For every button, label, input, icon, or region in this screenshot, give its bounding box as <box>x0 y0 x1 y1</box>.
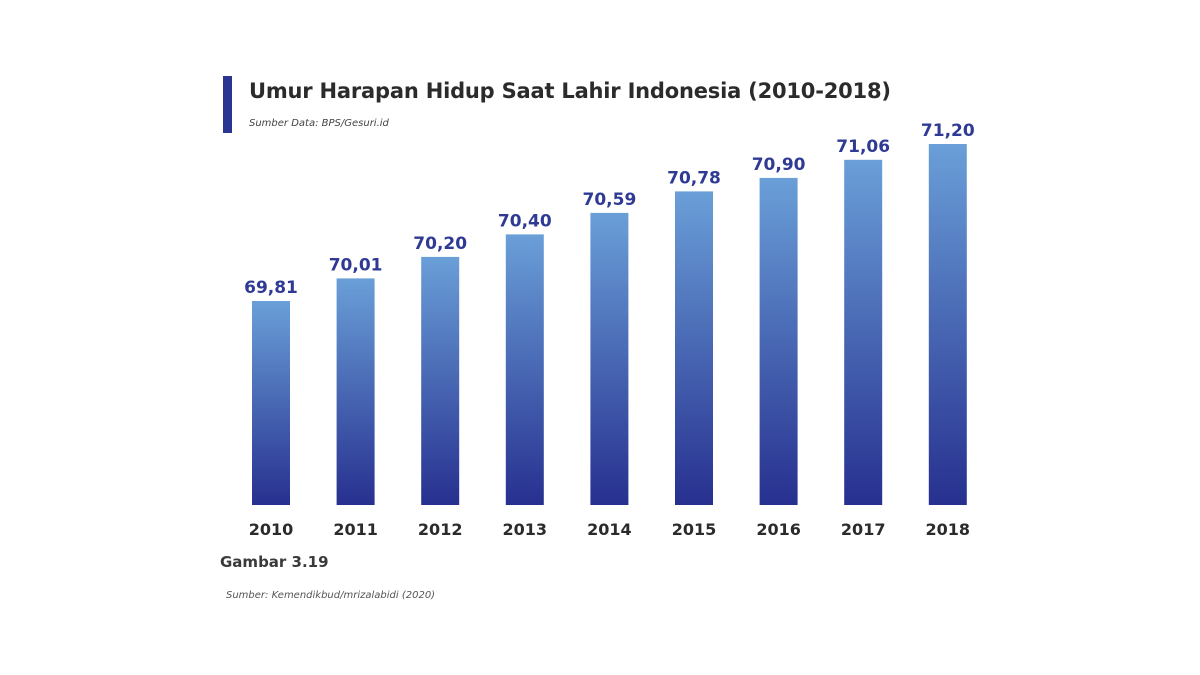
bar-2016 <box>759 177 798 505</box>
bar-2011 <box>336 278 375 505</box>
x-tick-label-2018: 2018 <box>926 520 971 539</box>
bar-2014 <box>590 212 629 505</box>
figure-label: Gambar 3.19 <box>220 553 329 571</box>
x-tick-label-2012: 2012 <box>418 520 463 539</box>
value-label-2013: 70,40 <box>498 211 552 231</box>
value-label-2012: 70,20 <box>413 234 467 254</box>
value-label-2014: 70,59 <box>583 190 637 210</box>
value-labels-group: 69,81 70,01 70,20 70,40 70,59 70,78 70,90 71,06… <box>244 121 975 298</box>
bar-2015 <box>675 191 713 505</box>
x-tick-label-2017: 2017 <box>841 520 886 539</box>
bars-group <box>252 144 967 506</box>
x-tick-label-2011: 2011 <box>333 520 378 539</box>
bar-2017 <box>844 159 883 506</box>
value-label-2015: 70,78 <box>667 168 721 188</box>
x-tick-label-2015: 2015 <box>672 520 717 539</box>
bar-2012 <box>421 256 460 505</box>
bar-2010 <box>252 301 290 505</box>
x-tick-label-2010: 2010 <box>249 520 294 539</box>
title-accent-bar <box>223 76 232 133</box>
x-tick-label-2016: 2016 <box>756 520 801 539</box>
value-label-2011: 70,01 <box>329 255 383 275</box>
bar-2013 <box>505 234 544 505</box>
value-label-2016: 70,90 <box>752 155 806 175</box>
chart-title: Umur Harapan Hidup Saat Lahir Indonesia … <box>249 79 891 103</box>
x-tick-label-2014: 2014 <box>587 520 632 539</box>
value-label-2018: 71,20 <box>921 121 975 141</box>
bar-2018 <box>928 144 967 505</box>
value-label-2010: 69,81 <box>244 278 298 298</box>
x-tick-label-2013: 2013 <box>503 520 548 539</box>
chart-subtitle: Sumber Data: BPS/Gesuri.id <box>249 118 389 129</box>
value-label-2017: 71,06 <box>836 137 890 157</box>
image-credit: Sumber: Kemendikbud/mrizalabidi (2020) <box>226 590 436 601</box>
x-tick-labels-group: 2010 2011 2012 2013 2014 2015 2016 2017 2018 <box>249 520 970 539</box>
